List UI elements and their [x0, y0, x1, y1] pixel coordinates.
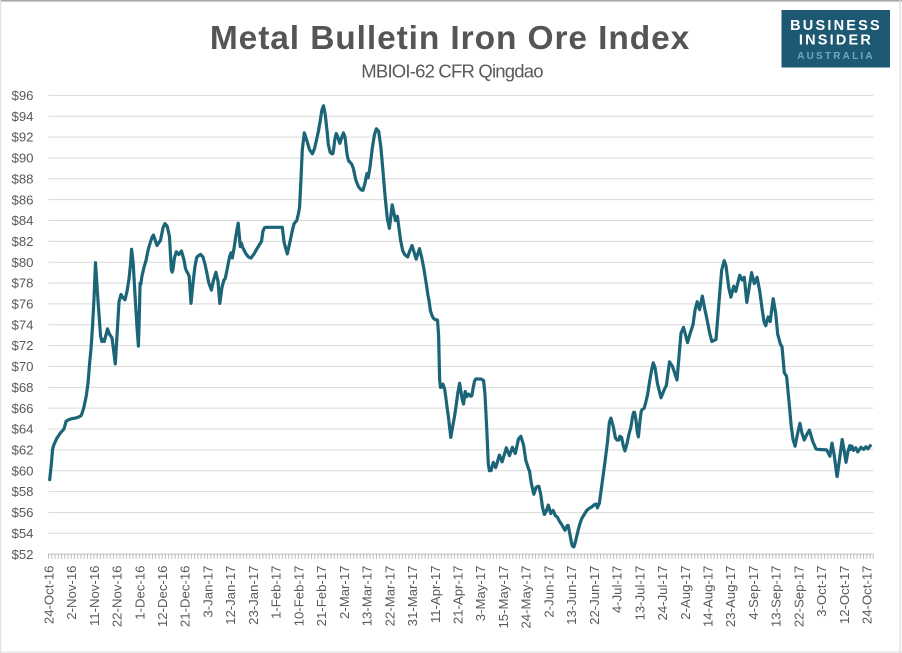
svg-text:22-Jun-17: 22-Jun-17 [587, 566, 602, 625]
svg-text:$56: $56 [11, 505, 33, 520]
svg-text:$72: $72 [11, 338, 33, 353]
svg-text:2-Jun-17: 2-Jun-17 [541, 566, 556, 618]
svg-text:12-Oct-17: 12-Oct-17 [837, 566, 852, 625]
svg-text:1-Dec-16: 1-Dec-16 [132, 566, 147, 620]
svg-text:24-May-17: 24-May-17 [519, 566, 534, 629]
svg-text:$52: $52 [11, 547, 33, 562]
svg-text:10-Feb-17: 10-Feb-17 [291, 566, 306, 627]
svg-text:$60: $60 [11, 463, 33, 478]
svg-text:13-Sep-17: 13-Sep-17 [769, 566, 784, 628]
svg-text:$74: $74 [11, 317, 33, 332]
svg-text:$90: $90 [11, 151, 33, 166]
svg-text:2-Aug-17: 2-Aug-17 [678, 566, 693, 620]
svg-text:$88: $88 [11, 171, 33, 186]
svg-text:$96: $96 [11, 88, 33, 103]
svg-text:MBIOI-62 CFR Qingdao: MBIOI-62 CFR Qingdao [361, 61, 543, 82]
svg-text:12-Dec-16: 12-Dec-16 [155, 566, 170, 628]
svg-text:2-Mar-17: 2-Mar-17 [337, 566, 352, 620]
svg-text:$82: $82 [11, 234, 33, 249]
svg-text:24-Oct-16: 24-Oct-16 [41, 566, 56, 625]
svg-text:$86: $86 [11, 192, 33, 207]
svg-text:23-Jan-17: 23-Jan-17 [246, 566, 261, 625]
svg-text:BUSINESS: BUSINESS [790, 18, 882, 34]
svg-text:$64: $64 [11, 422, 33, 437]
svg-text:$76: $76 [11, 297, 33, 312]
svg-text:13-Mar-17: 13-Mar-17 [360, 566, 375, 627]
svg-text:13-Jun-17: 13-Jun-17 [564, 566, 579, 625]
svg-text:$58: $58 [11, 484, 33, 499]
svg-text:23-Aug-17: 23-Aug-17 [723, 566, 738, 628]
svg-text:31-Mar-17: 31-Mar-17 [405, 566, 420, 627]
svg-text:3-May-17: 3-May-17 [473, 566, 488, 622]
svg-text:21-Apr-17: 21-Apr-17 [450, 566, 465, 625]
svg-text:11-Apr-17: 11-Apr-17 [428, 566, 443, 624]
svg-text:$54: $54 [11, 526, 33, 541]
svg-text:15-May-17: 15-May-17 [496, 566, 511, 629]
svg-text:21-Dec-16: 21-Dec-16 [178, 566, 193, 628]
svg-text:11-Nov-16: 11-Nov-16 [87, 566, 102, 627]
svg-text:22-Mar-17: 22-Mar-17 [382, 566, 397, 627]
svg-text:24-Jul-17: 24-Jul-17 [655, 566, 670, 621]
svg-text:Metal Bulletin Iron Ore Index: Metal Bulletin Iron Ore Index [210, 20, 690, 57]
svg-text:$68: $68 [11, 380, 33, 395]
svg-text:4-Jul-17: 4-Jul-17 [610, 566, 625, 614]
svg-text:4-Sep-17: 4-Sep-17 [746, 566, 761, 620]
svg-text:$80: $80 [11, 255, 33, 270]
svg-text:$70: $70 [11, 359, 33, 374]
svg-text:$92: $92 [11, 130, 33, 145]
svg-text:24-Oct-17: 24-Oct-17 [860, 566, 875, 625]
svg-text:$78: $78 [11, 276, 33, 291]
svg-text:$62: $62 [11, 443, 33, 458]
svg-text:12-Jan-17: 12-Jan-17 [223, 566, 238, 625]
svg-text:21-Feb-17: 21-Feb-17 [314, 566, 329, 627]
svg-text:13-Jul-17: 13-Jul-17 [632, 566, 647, 621]
svg-text:3-Jan-17: 3-Jan-17 [200, 566, 215, 618]
svg-text:$94: $94 [11, 109, 33, 124]
svg-text:22-Sep-17: 22-Sep-17 [791, 566, 806, 628]
svg-text:2-Nov-16: 2-Nov-16 [64, 566, 79, 620]
svg-text:AUSTRALIA: AUSTRALIA [797, 51, 875, 62]
svg-text:1-Feb-17: 1-Feb-17 [269, 566, 284, 620]
svg-text:14-Aug-17: 14-Aug-17 [701, 566, 716, 628]
svg-text:INSIDER: INSIDER [799, 33, 873, 49]
svg-text:3-Oct-17: 3-Oct-17 [814, 566, 829, 617]
svg-text:$66: $66 [11, 401, 33, 416]
svg-text:22-Nov-16: 22-Nov-16 [110, 566, 125, 628]
svg-text:$84: $84 [11, 213, 33, 228]
